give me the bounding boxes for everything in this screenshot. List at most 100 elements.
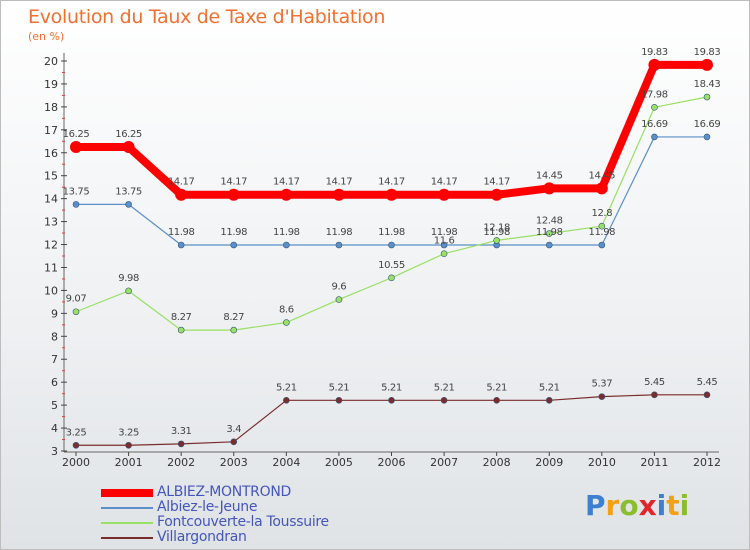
data-label: 3.25 [118,427,139,438]
data-point [335,296,343,303]
data-label: 11.98 [483,227,510,238]
data-point [493,396,500,404]
data-point [388,396,395,404]
data-point [72,308,80,316]
data-label: 19.83 [694,47,721,58]
data-label: 13.75 [63,186,90,197]
y-tick-label: 6 [51,376,58,389]
data-label: 11.98 [536,227,563,238]
y-tick-label: 11 [44,261,58,274]
data-point [283,319,290,326]
data-label: 16.69 [694,119,721,130]
data-point [122,141,135,154]
data-point [72,441,80,449]
legend-swatch [101,507,153,509]
data-label: 13.75 [115,186,142,197]
data-label: 14.17 [220,177,247,188]
y-tick-label: 20 [44,55,58,68]
data-point [440,250,448,258]
data-label: 11.98 [431,227,458,238]
data-point [230,438,238,446]
data-point [648,58,661,71]
data-point [388,274,395,282]
data-label: 18.43 [694,79,721,90]
x-tick-label: 2010 [588,456,616,469]
data-point [545,241,553,249]
legend-label: Albiez-le-Jeune [157,499,258,515]
y-tick-label: 7 [51,353,58,366]
data-label: 11.98 [273,227,300,238]
data-point [125,201,132,208]
data-label: 14.17 [326,177,353,188]
data-point [651,391,658,399]
data-label: 14.45 [536,170,563,181]
data-point [227,188,240,201]
y-tick-label: 8 [51,330,58,343]
y-tick-label: 14 [44,193,58,206]
data-point [598,222,606,230]
data-label: 10.55 [378,260,405,271]
y-tick-label: 16 [44,147,58,160]
x-tick-label: 2005 [325,456,353,469]
data-label: 12.18 [483,222,510,233]
data-label: 16.25 [115,129,142,140]
x-tick-label: 2003 [220,456,248,469]
x-tick-label: 2011 [640,456,668,469]
proxiti-logo: Proxiti [585,489,690,522]
data-label: 9.6 [332,282,347,293]
data-point [438,188,451,201]
data-label: 16.25 [63,129,90,140]
y-tick-label: 4 [51,422,58,435]
data-label: 3.25 [66,427,87,438]
data-label: 12.48 [536,216,563,227]
data-point [703,391,711,399]
y-tick-label: 9 [51,307,58,320]
data-label: 14.45 [589,170,616,181]
data-point [701,58,713,71]
y-tick-label: 19 [44,78,58,91]
data-label: 5.21 [276,382,297,393]
data-label: 5.21 [381,382,402,393]
data-point [493,237,500,244]
data-point [72,201,80,208]
y-tick-label: 10 [44,284,58,297]
x-tick-label: 2008 [483,456,511,469]
data-point [598,393,606,400]
data-label: 3.31 [171,426,192,437]
y-tick-label: 13 [44,216,58,229]
legend-label: ALBIEZ-MONTROND [157,484,291,500]
x-tick-label: 2006 [378,456,406,469]
data-label: 9.07 [66,294,87,305]
data-point [280,188,293,201]
x-tick-label: 2007 [430,456,458,469]
data-point [177,241,185,249]
data-label: 8.27 [171,312,192,323]
data-point [595,182,608,195]
legend-swatch [101,522,153,524]
data-point [440,241,448,249]
legend-swatch [101,537,153,539]
data-point [283,241,290,249]
data-point [385,188,398,201]
data-point [651,104,658,111]
y-tick-label: 12 [44,239,58,252]
data-point [545,396,553,404]
data-point [703,93,711,101]
series-line-2 [75,96,708,331]
data-label: 9.98 [118,273,139,284]
data-label: 11.98 [378,227,405,238]
data-point [335,241,343,249]
x-tick-label: 2009 [535,456,563,469]
x-tick-label: 2002 [167,456,195,469]
data-label: 11.98 [220,227,247,238]
data-point [332,188,345,201]
data-label: 5.37 [591,379,612,390]
data-label: 5.21 [486,382,507,393]
data-point [490,188,503,201]
data-label: 14.17 [483,177,510,188]
data-point [440,396,448,404]
chart-title: Evolution du Taux de Taxe d'Habitation [28,6,386,28]
data-label: 12.8 [591,208,612,219]
